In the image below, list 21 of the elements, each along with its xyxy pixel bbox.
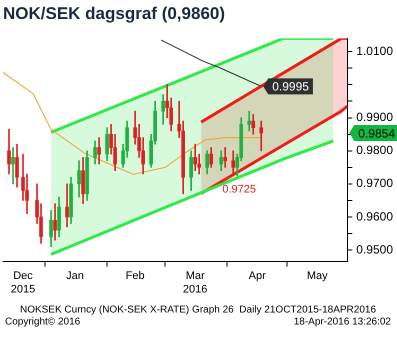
x-tick-label: May (306, 270, 328, 282)
data-label: 0.9995 (272, 80, 310, 94)
text: Copyright© 2016 (5, 316, 81, 328)
candlestick (11, 147, 15, 184)
y-tick-label: 0.9600 (356, 209, 394, 224)
chart-title: NOK/SEK dagsgraf (0,9860) (3, 4, 226, 23)
annotation: 0.9725 (222, 184, 256, 196)
y-tick-label: 0.9700 (356, 176, 394, 190)
x-tick-label: Mar 2016 (182, 270, 208, 296)
y-tick-label: 0.9500 (356, 242, 394, 256)
text: 18-Apr-2016 13:26:02 (294, 316, 392, 328)
x-tick-label: Apr (248, 270, 266, 282)
x-tick-label: Feb (126, 270, 145, 282)
y-tick-label: 0.9900 (356, 110, 394, 124)
x-tick-label: Jan (66, 270, 84, 282)
y-tick-label: 1.0100 (356, 44, 394, 58)
text: 0.9854 (358, 126, 395, 140)
candlestick (65, 184, 69, 228)
y-tick-label: 0.9800 (356, 143, 394, 158)
x-tick-label: Dec 2015 (10, 270, 36, 296)
text: NOKSEK Curncy (NOK-SEK X-RATE) Graph 26 Daily 21OCT2015-18APR2016 (20, 304, 376, 316)
